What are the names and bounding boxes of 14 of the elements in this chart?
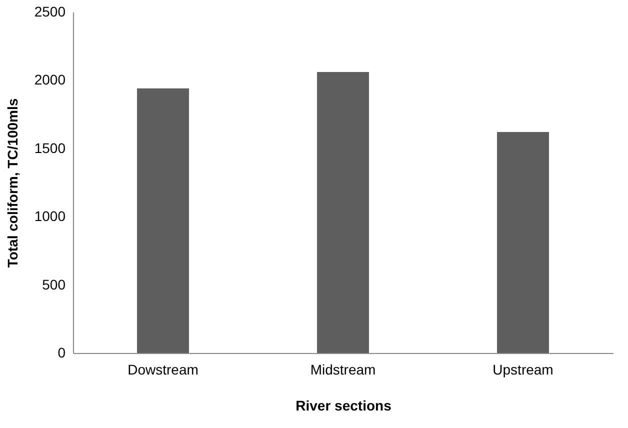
- bar: [137, 88, 189, 353]
- x-tick-label: Upstream: [492, 362, 554, 378]
- bar: [497, 132, 549, 353]
- y-tick-label: 1500: [34, 140, 66, 156]
- x-tick-label: Midstream: [310, 362, 376, 378]
- y-tick-label: 2000: [34, 72, 66, 88]
- y-tick-label: 500: [42, 276, 66, 292]
- bar: [317, 72, 369, 353]
- y-axis-title: Total coliform, TC/100mls: [4, 98, 20, 268]
- x-axis-title: River sections: [296, 398, 392, 414]
- y-tick-label: 0: [58, 344, 66, 360]
- x-tick-label: Dowstream: [128, 362, 198, 378]
- y-tick-label: 1000: [34, 208, 66, 224]
- y-tick-label: 2500: [34, 4, 66, 20]
